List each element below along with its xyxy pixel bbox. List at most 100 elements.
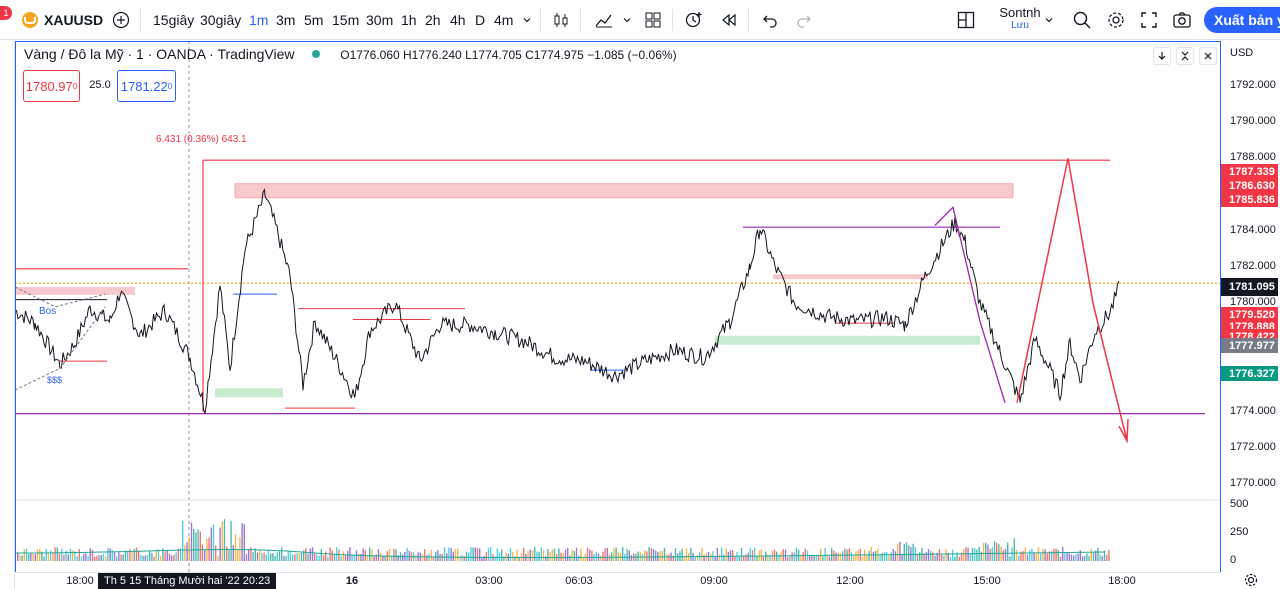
volume-bar	[190, 522, 193, 561]
price-chart[interactable]: Bos $$$	[15, 41, 1221, 573]
search-button[interactable]	[1072, 0, 1092, 40]
user-layout-button[interactable]: Sontnh Lưu	[990, 5, 1050, 31]
undo-button[interactable]	[762, 0, 778, 40]
volume-bar	[894, 551, 897, 561]
currency-label[interactable]: USD	[1230, 47, 1254, 59]
close-pane-button[interactable]	[1199, 47, 1217, 65]
indicators-button[interactable]	[594, 0, 614, 40]
volume-bar	[637, 551, 639, 561]
volume-bar	[219, 527, 221, 561]
interval-3m[interactable]: 3m	[276, 12, 296, 28]
chart-type-button[interactable]	[552, 0, 570, 40]
interval-15giây[interactable]: 15giây	[153, 12, 195, 28]
volume-bar	[985, 542, 987, 561]
layout-icon	[645, 12, 661, 28]
volume-bar	[254, 548, 256, 561]
volume-bar	[226, 546, 228, 561]
chart-title[interactable]: Vàng / Đô la Mỹ · 1 · OANDA · TradingVie…	[24, 46, 295, 62]
volume-bar	[941, 554, 943, 561]
volume-bar	[17, 552, 19, 561]
volume-bar	[421, 553, 424, 561]
volume-bar	[721, 547, 723, 561]
templates-button[interactable]	[644, 0, 662, 40]
volume-bar	[1018, 555, 1020, 561]
volume-bar	[875, 550, 877, 561]
interval-1h[interactable]: 1h	[401, 12, 417, 28]
volume-bar	[267, 549, 270, 561]
settings-button[interactable]	[1106, 0, 1126, 40]
sell-button[interactable]: 1780.97 0	[23, 70, 80, 102]
volume-bar	[485, 551, 487, 561]
notification-badge[interactable]: 1	[0, 6, 12, 20]
volume-bar	[496, 548, 498, 561]
interval-4h[interactable]: 4h	[450, 12, 466, 28]
volume-bar	[1037, 547, 1040, 561]
volume-bar	[292, 554, 294, 561]
snapshot-button[interactable]	[1172, 0, 1192, 40]
interval-1m[interactable]: 1m	[249, 12, 269, 28]
volume-bar	[459, 555, 461, 561]
interval-2h[interactable]: 2h	[425, 12, 441, 28]
volume-bar	[72, 550, 74, 561]
volume-bar	[1026, 554, 1029, 561]
volume-bar	[98, 555, 100, 561]
collapse-legend-button[interactable]	[1153, 47, 1171, 65]
symbol-search-button[interactable]: XAUUSD	[22, 0, 103, 40]
volume-bar	[626, 549, 628, 561]
interval-5m[interactable]: 5m	[304, 12, 324, 28]
volume-bar	[523, 547, 525, 561]
volume-bar	[415, 555, 417, 561]
indicators-dropdown[interactable]	[622, 0, 632, 40]
interval-15m[interactable]: 15m	[332, 12, 360, 28]
volume-bar	[127, 551, 129, 561]
volume-bar	[901, 554, 903, 561]
redo-button[interactable]	[796, 0, 812, 40]
volume-bar	[393, 548, 395, 561]
volume-bar	[714, 556, 716, 561]
add-symbol-button[interactable]	[112, 0, 130, 40]
volume-bar	[1022, 551, 1024, 561]
volume-bar	[74, 551, 76, 561]
buy-button[interactable]: 1781.22 0	[117, 70, 176, 102]
replay-button[interactable]	[720, 0, 738, 40]
interval-30m[interactable]: 30m	[366, 12, 394, 28]
fullscreen-button[interactable]	[1140, 0, 1158, 40]
volume-bar	[331, 550, 333, 561]
volume-bar	[193, 528, 195, 561]
volume-bar	[305, 548, 307, 561]
volume-bar	[804, 548, 806, 561]
volume-bar	[644, 550, 646, 561]
interval-D[interactable]: D	[475, 12, 486, 28]
volume-bar	[151, 552, 153, 561]
publish-idea-button[interactable]: Xuất bản ý t	[1204, 7, 1280, 33]
volume-bar	[221, 521, 223, 561]
close-icon	[1204, 52, 1212, 60]
volume-bar	[817, 555, 820, 561]
axis-settings-button[interactable]	[1243, 572, 1259, 589]
price-tick: 1770.000	[1230, 477, 1276, 490]
interval-30giây[interactable]: 30giây	[200, 12, 242, 28]
intervals-dropdown[interactable]	[522, 0, 532, 40]
volume-bar	[1040, 553, 1042, 561]
indicators-icon	[595, 14, 612, 28]
layout-menu-dropdown[interactable]	[1044, 0, 1054, 40]
time-axis[interactable]: 18:00 16 03:00 06:03 09:00 12:00 15:00 18:00 Th…	[15, 572, 1221, 589]
volume-bar	[182, 520, 184, 561]
volume-bar	[540, 547, 542, 561]
time-tick: 18:00	[1108, 575, 1136, 587]
volume-bar	[250, 547, 252, 561]
volume-bar	[512, 551, 514, 561]
volume-bar	[998, 544, 1000, 561]
volume-bar	[230, 520, 232, 561]
volume-bar	[518, 556, 520, 561]
layout-select-button[interactable]	[956, 0, 976, 40]
maximize-pane-button[interactable]	[1176, 47, 1194, 65]
buy-price-sup: 0	[167, 81, 173, 91]
volume-bar	[685, 548, 688, 561]
volume-bar	[296, 553, 298, 561]
volume-bar	[468, 552, 470, 561]
volume-bar	[351, 554, 353, 561]
volume-bar	[991, 546, 993, 561]
alert-button[interactable]	[684, 0, 704, 40]
interval-4m[interactable]: 4m	[494, 12, 514, 28]
